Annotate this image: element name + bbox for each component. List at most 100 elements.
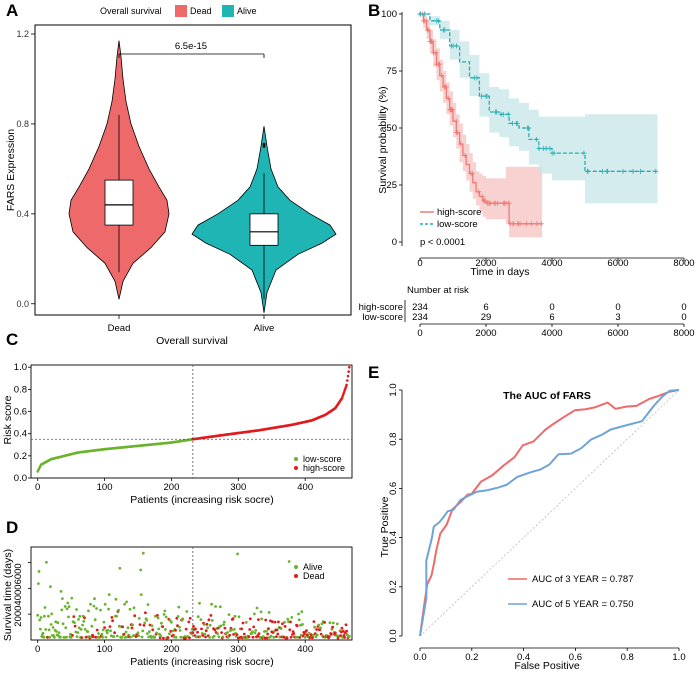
- alive-point: [153, 635, 157, 639]
- dead-point: [103, 626, 106, 629]
- alive-point: [202, 623, 206, 626]
- roc-x-axis-title: False Positive: [514, 660, 580, 672]
- x-tick-dead: Dead: [108, 323, 131, 334]
- alive-point: [146, 632, 149, 635]
- risk-y-tick-label: 0.2: [14, 451, 27, 462]
- alive-point: [145, 618, 149, 622]
- dead-point: [162, 636, 165, 640]
- alive-point: [177, 605, 181, 609]
- alive-point: [65, 635, 68, 639]
- risk-point: [348, 365, 351, 369]
- alive-point: [65, 607, 69, 611]
- legend-label-5year: AUC of 5 YEAR = 0.750: [532, 599, 633, 610]
- dead-point: [289, 635, 293, 639]
- alive-point: [123, 602, 126, 606]
- alive-point: [37, 570, 41, 573]
- alive-point: [132, 606, 136, 610]
- alive-point: [90, 624, 94, 628]
- alive-point: [117, 608, 120, 612]
- alive-point: [198, 635, 202, 638]
- alive-point: [210, 602, 214, 606]
- alive-point: [102, 620, 106, 624]
- dead-point: [158, 636, 162, 640]
- roc-x-tick-label: 0.6: [569, 652, 582, 663]
- alive-point: [230, 628, 234, 632]
- dead-point: [251, 635, 255, 639]
- dead-point: [188, 616, 192, 620]
- alive-point: [120, 636, 124, 639]
- alive-point: [137, 634, 141, 638]
- dead-point: [72, 615, 76, 618]
- panel-label-c: C: [6, 330, 18, 349]
- alive-point: [176, 615, 180, 618]
- dead-point: [295, 624, 299, 628]
- alive-point: [170, 620, 173, 624]
- risk-x-tick-label: 2000: [475, 328, 496, 339]
- dead-point: [187, 620, 191, 624]
- risk-cell: 6: [483, 302, 488, 313]
- alive-point: [38, 618, 42, 622]
- alive-point: [73, 621, 76, 624]
- alive-point: [112, 635, 116, 638]
- dead-point: [121, 625, 124, 629]
- dead-point: [303, 632, 306, 636]
- alive-point: [226, 636, 230, 639]
- dead-point: [241, 621, 245, 625]
- legend-label-low: low-score: [437, 219, 478, 230]
- legend-label-alive-d: Alive: [303, 562, 323, 572]
- alive-point: [287, 620, 290, 624]
- alive-point: [178, 625, 181, 629]
- alive-point: [56, 621, 60, 625]
- risk-x-tick-label: 300: [230, 482, 246, 493]
- alive-point: [203, 632, 207, 636]
- dead-point: [257, 632, 261, 635]
- alive-point: [146, 603, 150, 606]
- roc-title: The AUC of FARS: [503, 390, 591, 402]
- risk-x-tick-label: 8000: [673, 328, 694, 339]
- diagonal-reference: [419, 389, 680, 637]
- alive-point: [255, 606, 259, 610]
- dead-point: [240, 627, 244, 631]
- alive-point: [82, 619, 86, 623]
- alive-point: [196, 615, 200, 619]
- legend-label-low-score: low-score: [303, 454, 342, 464]
- dead-point: [110, 616, 114, 619]
- alive-point: [347, 634, 351, 638]
- alive-point: [39, 627, 42, 631]
- panel-label-d: D: [6, 518, 18, 537]
- alive-point: [214, 605, 218, 608]
- dead-point: [142, 623, 146, 627]
- alive-point: [128, 607, 132, 611]
- alive-point: [160, 621, 163, 625]
- dead-point: [204, 635, 207, 639]
- risk-x-tick-label: 0: [35, 482, 40, 493]
- dead-point: [341, 629, 345, 633]
- dead-point: [319, 632, 323, 636]
- dead-point: [315, 628, 318, 631]
- survival-time-chart: 200040006000 0 100 200 300 400 Survival time …: [2, 546, 353, 668]
- dead-point: [313, 632, 317, 635]
- dead-point: [144, 611, 147, 615]
- survival-line-low-score: [420, 13, 658, 172]
- alive-point: [226, 631, 230, 634]
- legend-dot-alive: [294, 565, 298, 569]
- alive-point: [107, 607, 110, 611]
- dead-point: [174, 628, 177, 632]
- roc-y-axis-title: True Positive: [379, 496, 391, 557]
- alive-point: [87, 609, 90, 613]
- dead-point: [333, 631, 337, 635]
- dead-point: [91, 635, 95, 639]
- risk-x-tick-label: 200: [164, 482, 180, 493]
- dead-point: [205, 622, 209, 626]
- alive-point: [143, 621, 147, 625]
- dead-point: [111, 619, 114, 623]
- roc-y-tick-label: 1.0: [388, 383, 399, 396]
- alive-point: [217, 635, 221, 639]
- alive-point: [174, 636, 178, 639]
- dead-point: [312, 620, 316, 623]
- dead-point: [200, 627, 203, 631]
- risk-cell: 0: [615, 302, 620, 313]
- p-value-label: 6.5e-15: [175, 41, 207, 52]
- dead-point: [46, 635, 50, 639]
- alive-point: [237, 615, 241, 619]
